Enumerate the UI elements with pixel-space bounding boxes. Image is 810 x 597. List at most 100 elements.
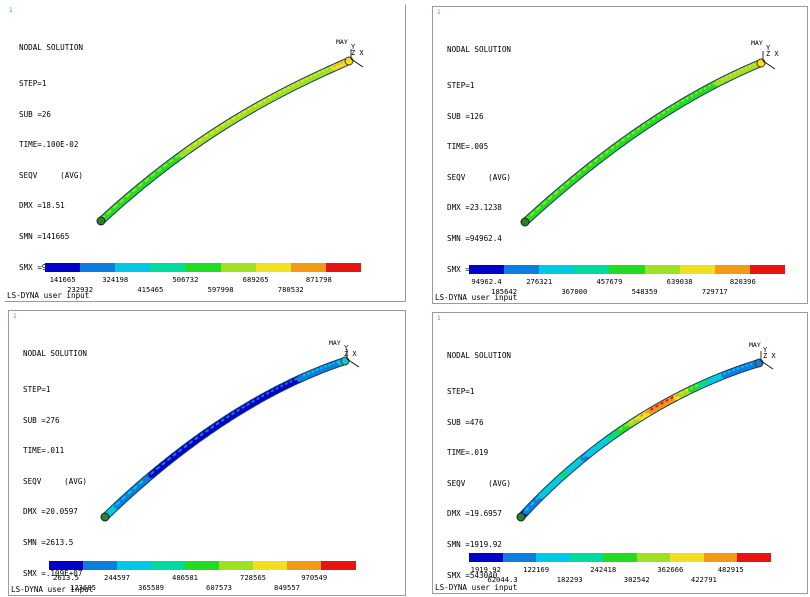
triad-axes-lines — [346, 349, 360, 368]
beam-contour-plot[interactable] — [9, 311, 406, 596]
legend-tick-label: 482915 — [717, 565, 744, 574]
legend-tick-label: 185642 — [491, 287, 518, 296]
solution-info-block: NODAL SOLUTION STEP=1 SUB =476 TIME=.019… — [447, 331, 512, 593]
status-footer: LS-DYNA user input — [435, 293, 518, 302]
legend-tick-label: 2613.5 — [53, 573, 79, 582]
status-footer: LS-DYNA user input — [11, 585, 94, 594]
triad-axes-lines — [762, 51, 776, 70]
legend-tick-label: 689265 — [242, 275, 269, 284]
plot-title: NODAL SOLUTION — [19, 43, 84, 53]
info-seqv: SEQV (AVG) — [19, 170, 84, 180]
info-smx: SMX =543040 — [447, 570, 498, 580]
legend-tick-label: 849557 — [274, 583, 300, 592]
info-step: STEP=1 — [447, 387, 475, 397]
legend-color-swatch — [83, 561, 118, 570]
info-dmx: DMX =23.1238 — [447, 203, 502, 213]
legend-tick-label: 324198 — [102, 275, 129, 284]
free-end-node-marker — [344, 56, 354, 66]
legend-color-swatch — [150, 263, 186, 272]
window-number-label: 1 — [437, 9, 441, 16]
legend-color-swatch — [569, 553, 604, 562]
info-sub: SUB =276 — [23, 415, 60, 425]
info-smn: SMN =2613.5 — [23, 538, 74, 548]
window-number-label: 1 — [437, 315, 441, 322]
legend-tick-label: 242418 — [590, 565, 617, 574]
legend-color-swatch — [45, 263, 81, 272]
legend-tick-label: 182293 — [556, 575, 583, 584]
legend-color-swatch — [469, 265, 505, 274]
info-dmx: DMX =19.6957 — [447, 509, 502, 519]
info-smn: SMN =141665 — [19, 232, 70, 242]
triad-zx-label: Z X — [351, 49, 364, 57]
legend-color-swatch — [255, 263, 292, 272]
legend-color-swatch — [603, 553, 638, 562]
info-step: STEP=1 — [447, 81, 475, 91]
legend-tick-label: 729717 — [701, 287, 728, 296]
beam-contour-plot[interactable] — [433, 7, 808, 304]
legend-color-swatch — [737, 553, 772, 562]
info-smn: SMN =94962.4 — [447, 234, 502, 244]
legend-color-swatch — [670, 553, 705, 562]
legend-color-swatch — [502, 553, 537, 562]
legend-color-swatch — [703, 553, 738, 562]
result-viewport-2[interactable]: 1 NODAL SOLUTION STEP=1 SUB =126 TIME=.0… — [432, 6, 808, 304]
info-smn: SMN =1919.92 — [447, 540, 502, 550]
legend-color-swatch — [185, 561, 220, 570]
free-end-node-marker — [754, 358, 764, 368]
window-number-label: 1 — [9, 7, 13, 14]
legend-tick-label: 871798 — [305, 275, 332, 284]
legend-tick-label: 122169 — [523, 565, 550, 574]
legend-color-swatch — [253, 561, 288, 570]
window-number-label: 1 — [13, 313, 17, 320]
status-footer: LS-DYNA user input — [7, 291, 90, 300]
legend-tick-label: 780532 — [277, 285, 304, 294]
legend-tick-label: 123605 — [70, 583, 96, 592]
legend-tick-label: 141665 — [49, 275, 76, 284]
date-label: MAY — [329, 339, 341, 347]
legend-color-swatch — [469, 553, 504, 562]
info-sub: SUB =126 — [447, 111, 484, 121]
triad-zx-label: Z X — [766, 50, 779, 58]
fixed-end-node-marker — [520, 217, 530, 227]
date-label: MAY — [336, 38, 348, 46]
fixed-end-node-marker — [100, 512, 110, 522]
legend-color-swatch — [117, 561, 152, 570]
legend-tick-label: 506732 — [172, 275, 199, 284]
triad-y-label: Y — [766, 44, 771, 52]
legend-tick-label: 422791 — [690, 575, 717, 584]
info-sub: SUB =26 — [19, 109, 52, 119]
info-time: TIME=.011 — [23, 446, 65, 456]
date-label: MAY — [751, 39, 763, 47]
legend-tick-label: 820396 — [729, 277, 756, 286]
result-viewport-4[interactable]: 1 NODAL SOLUTION STEP=1 SUB =476 TIME=.0… — [432, 312, 808, 594]
legend-tick-label: 597998 — [207, 285, 234, 294]
legend-tick-label: 415465 — [137, 285, 164, 294]
legend-tick-label: 728565 — [240, 573, 266, 582]
legend-tick-label: 365589 — [138, 583, 164, 592]
result-viewport-1[interactable]: 1 NODAL SOLUTION STEP=1 SUB =26 TIME=.10… — [4, 4, 406, 302]
info-seqv: SEQV (AVG) — [447, 478, 512, 488]
legend-tick-label: 367000 — [561, 287, 588, 296]
beam-contour-plot[interactable] — [433, 313, 808, 594]
legend-tick-label: 548359 — [631, 287, 658, 296]
beam-contour-plot[interactable] — [5, 5, 406, 302]
free-end-node-marker — [756, 58, 766, 68]
legend-color-swatch — [287, 561, 322, 570]
result-viewport-3[interactable]: 1 NODAL SOLUTION STEP=1 SUB =276 TIME=.0… — [8, 310, 406, 596]
triad-y-label: Y — [344, 344, 349, 352]
legend-color-swatch — [539, 265, 575, 274]
legend-color-swatch — [636, 553, 671, 562]
info-step: STEP=1 — [19, 79, 47, 89]
legend-color-swatch — [219, 561, 254, 570]
legend-color-swatch — [504, 265, 540, 274]
fixed-end-node-marker — [96, 216, 106, 226]
info-dmx: DMX =20.0597 — [23, 507, 78, 517]
legend-color-swatch — [185, 263, 222, 272]
legend-color-swatch — [290, 263, 327, 272]
legend-tick-label: 607573 — [206, 583, 232, 592]
plot-title: NODAL SOLUTION — [447, 351, 512, 361]
plot-title: NODAL SOLUTION — [447, 45, 512, 55]
legend-color-swatch — [644, 265, 681, 274]
legend-tick-label: 486581 — [172, 573, 198, 582]
